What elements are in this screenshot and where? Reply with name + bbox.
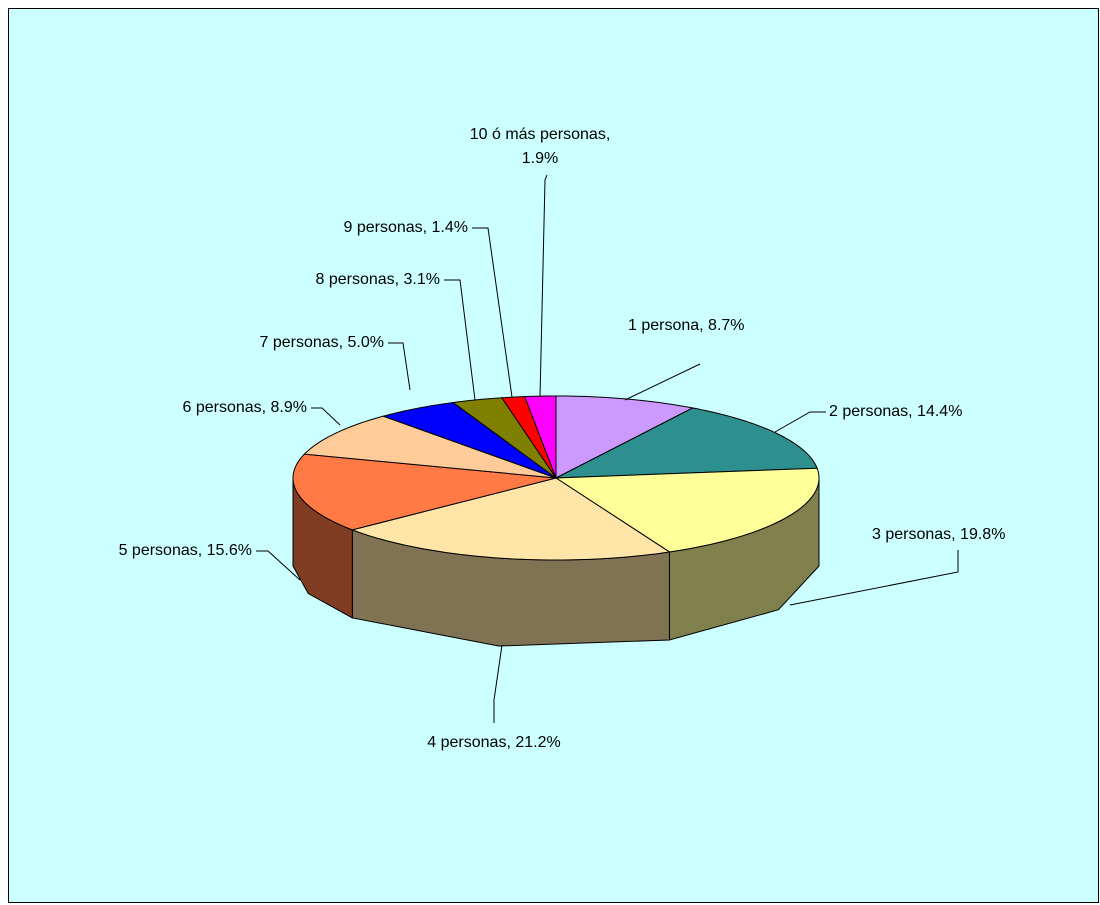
slice <box>451 397 557 479</box>
data-label: 8 personas, 3.1% <box>315 271 440 288</box>
data-label: 7 personas, 5.0% <box>259 334 384 351</box>
leader-line <box>539 174 548 398</box>
data-label: 5 personas, 15.6% <box>119 542 252 559</box>
slice <box>292 453 557 531</box>
slice <box>350 477 671 561</box>
leader-line <box>493 644 503 723</box>
data-label: 6 personas, 8.9% <box>182 399 307 416</box>
leader-line <box>311 407 341 426</box>
data-label: 9 personas, 1.4% <box>343 219 468 236</box>
data-label: 2 personas, 14.4% <box>829 403 962 420</box>
leader-line <box>624 363 701 401</box>
slice <box>554 467 820 553</box>
leader-line <box>774 411 826 433</box>
leader-line <box>789 550 959 606</box>
leader-line <box>388 342 411 391</box>
leader-line <box>256 550 301 581</box>
slice <box>500 396 557 479</box>
leader-line <box>472 227 513 398</box>
slice <box>555 407 818 479</box>
slice <box>303 415 557 479</box>
data-label: 4 personas, 21.2% <box>427 734 560 751</box>
data-label: 3 personas, 19.8% <box>872 526 1005 543</box>
slice <box>381 402 557 479</box>
leader-line <box>444 279 476 401</box>
data-label: 1 persona, 8.7% <box>628 317 745 334</box>
data-label: 10 ó más personas, 1.9% <box>470 126 611 167</box>
